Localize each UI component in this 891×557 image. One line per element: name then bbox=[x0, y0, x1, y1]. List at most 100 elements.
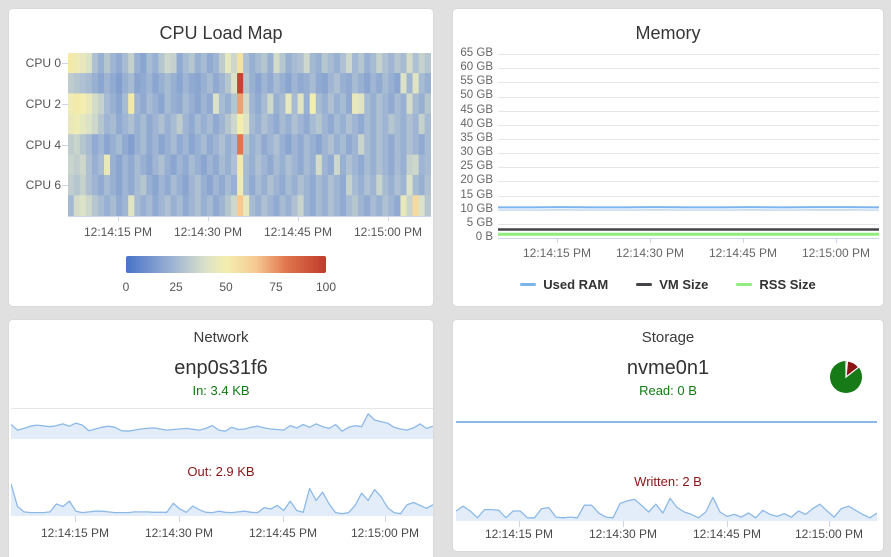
cpu-x-tick-label: 12:14:15 PM bbox=[83, 225, 153, 239]
heatmap-cell bbox=[116, 174, 123, 196]
heatmap-cell bbox=[346, 134, 353, 156]
heatmap-cell bbox=[134, 174, 141, 196]
legend-item-rss-size[interactable]: RSS Size bbox=[736, 277, 816, 292]
cpu-heatmap-canvas[interactable] bbox=[67, 52, 432, 217]
heatmap-cell bbox=[315, 174, 323, 196]
x-tick-label: 12:14:45 PM bbox=[692, 527, 762, 541]
storage-usage-pie-svg[interactable] bbox=[829, 360, 863, 394]
heatmap-cell bbox=[73, 195, 81, 217]
heatmap-cell bbox=[333, 93, 341, 115]
heatmap-cell bbox=[303, 113, 311, 135]
heatmap-cell bbox=[370, 134, 377, 156]
storage-written-area[interactable] bbox=[455, 485, 878, 521]
heatmap-cell bbox=[352, 52, 359, 74]
cpu-load-heatmap[interactable] bbox=[67, 52, 432, 217]
cpu-row-tick bbox=[62, 63, 68, 64]
panel-network: Network enp0s31f6 In: 3.4 KB Out: 2.9 KB… bbox=[8, 319, 434, 557]
heatmap-cell bbox=[370, 52, 377, 74]
memory-x-axis-line bbox=[498, 238, 879, 239]
legend-label: RSS Size bbox=[759, 277, 816, 292]
memory-plot-svg[interactable] bbox=[498, 54, 880, 238]
heatmap-cell bbox=[394, 195, 402, 217]
heatmap-cell bbox=[91, 154, 99, 176]
heatmap-cell bbox=[291, 113, 299, 135]
heatmap-cell bbox=[110, 73, 117, 95]
heatmap-cell bbox=[309, 195, 317, 217]
heatmap-cell bbox=[285, 113, 293, 135]
heatmap-cell bbox=[285, 195, 293, 217]
heatmap-cell bbox=[200, 52, 208, 74]
heatmap-cell bbox=[104, 93, 111, 115]
heatmap-cell bbox=[91, 113, 99, 135]
colorbar-tick-label: 25 bbox=[169, 280, 183, 294]
cpu-row-tick bbox=[62, 104, 68, 105]
heatmap-cell bbox=[346, 93, 353, 115]
heatmap-cell bbox=[255, 134, 262, 156]
legend-swatch bbox=[736, 283, 753, 286]
heatmap-cell bbox=[291, 174, 299, 196]
network-in-chart[interactable] bbox=[10, 409, 433, 439]
heatmap-cell bbox=[243, 113, 250, 135]
heatmap-cell bbox=[237, 174, 244, 196]
heatmap-cell bbox=[164, 113, 172, 135]
memory-plot-area[interactable] bbox=[498, 54, 880, 238]
heatmap-cell bbox=[309, 154, 317, 176]
heatmap-cell bbox=[206, 154, 214, 176]
heatmap-cell bbox=[412, 154, 420, 176]
heatmap-cell bbox=[412, 134, 420, 156]
x-tick bbox=[75, 516, 76, 522]
heatmap-cell bbox=[212, 134, 220, 156]
network-out-chart[interactable] bbox=[10, 478, 433, 516]
heatmap-cell bbox=[388, 174, 395, 196]
legend-item-used-ram[interactable]: Used RAM bbox=[520, 277, 608, 292]
heatmap-cell bbox=[412, 73, 420, 95]
heatmap-cell bbox=[206, 134, 214, 156]
heatmap-cell bbox=[188, 93, 196, 115]
heatmap-cell bbox=[370, 93, 377, 115]
heatmap-cell bbox=[327, 113, 335, 135]
heatmap-cell bbox=[182, 73, 190, 95]
network-out-area[interactable] bbox=[10, 478, 433, 516]
network-in-area[interactable] bbox=[10, 409, 433, 439]
heatmap-cell bbox=[333, 195, 341, 217]
memory-chart[interactable]: 0 B 5 GB 10 GB 15 GB 20 GB 25 GB 30 GB 35 GB 40 … bbox=[453, 9, 883, 306]
heatmap-cell bbox=[73, 154, 81, 176]
heatmap-cell bbox=[243, 52, 250, 74]
heatmap-cell bbox=[122, 113, 129, 135]
legend-item-vm-size[interactable]: VM Size bbox=[636, 277, 708, 292]
memory-gridline bbox=[498, 68, 879, 70]
heatmap-cell bbox=[128, 113, 135, 135]
heatmap-cell bbox=[255, 93, 262, 115]
memory-x-tick-label: 12:15:00 PM bbox=[801, 246, 871, 260]
heatmap-cell bbox=[352, 195, 359, 217]
heatmap-cell bbox=[231, 113, 238, 135]
heatmap-cell bbox=[406, 134, 414, 156]
memory-x-tick bbox=[557, 238, 558, 243]
heatmap-cell bbox=[321, 93, 329, 115]
cpu-x-tick bbox=[118, 216, 119, 221]
heatmap-cell bbox=[152, 113, 160, 135]
heatmap-cell bbox=[303, 93, 311, 115]
cpu-x-tick bbox=[388, 216, 389, 221]
heatmap-cell bbox=[285, 174, 293, 196]
panel-storage: Storage nvme0n1 Read: 0 B Written: 2 B 1… bbox=[452, 319, 884, 552]
heatmap-cell bbox=[327, 154, 335, 176]
heatmap-cell bbox=[134, 195, 141, 217]
heatmap-cell bbox=[364, 113, 371, 135]
storage-written-chart[interactable] bbox=[455, 485, 878, 521]
heatmap-cell bbox=[327, 93, 335, 115]
storage-usage-pie[interactable] bbox=[829, 360, 863, 394]
storage-read-chart[interactable] bbox=[456, 421, 877, 423]
heatmap-cell bbox=[116, 154, 123, 176]
heatmap-cell bbox=[158, 113, 166, 135]
heatmap-cell bbox=[188, 73, 196, 95]
memory-y-tick-label: 0 B bbox=[475, 231, 493, 243]
heatmap-cell bbox=[267, 113, 274, 135]
heatmap-cell bbox=[370, 113, 377, 135]
heatmap-cell bbox=[255, 52, 262, 74]
heatmap-cell bbox=[176, 93, 184, 115]
heatmap-cell bbox=[140, 113, 147, 135]
memory-x-tick bbox=[650, 238, 651, 243]
heatmap-cell bbox=[412, 174, 420, 196]
memory-gridline bbox=[498, 181, 879, 183]
